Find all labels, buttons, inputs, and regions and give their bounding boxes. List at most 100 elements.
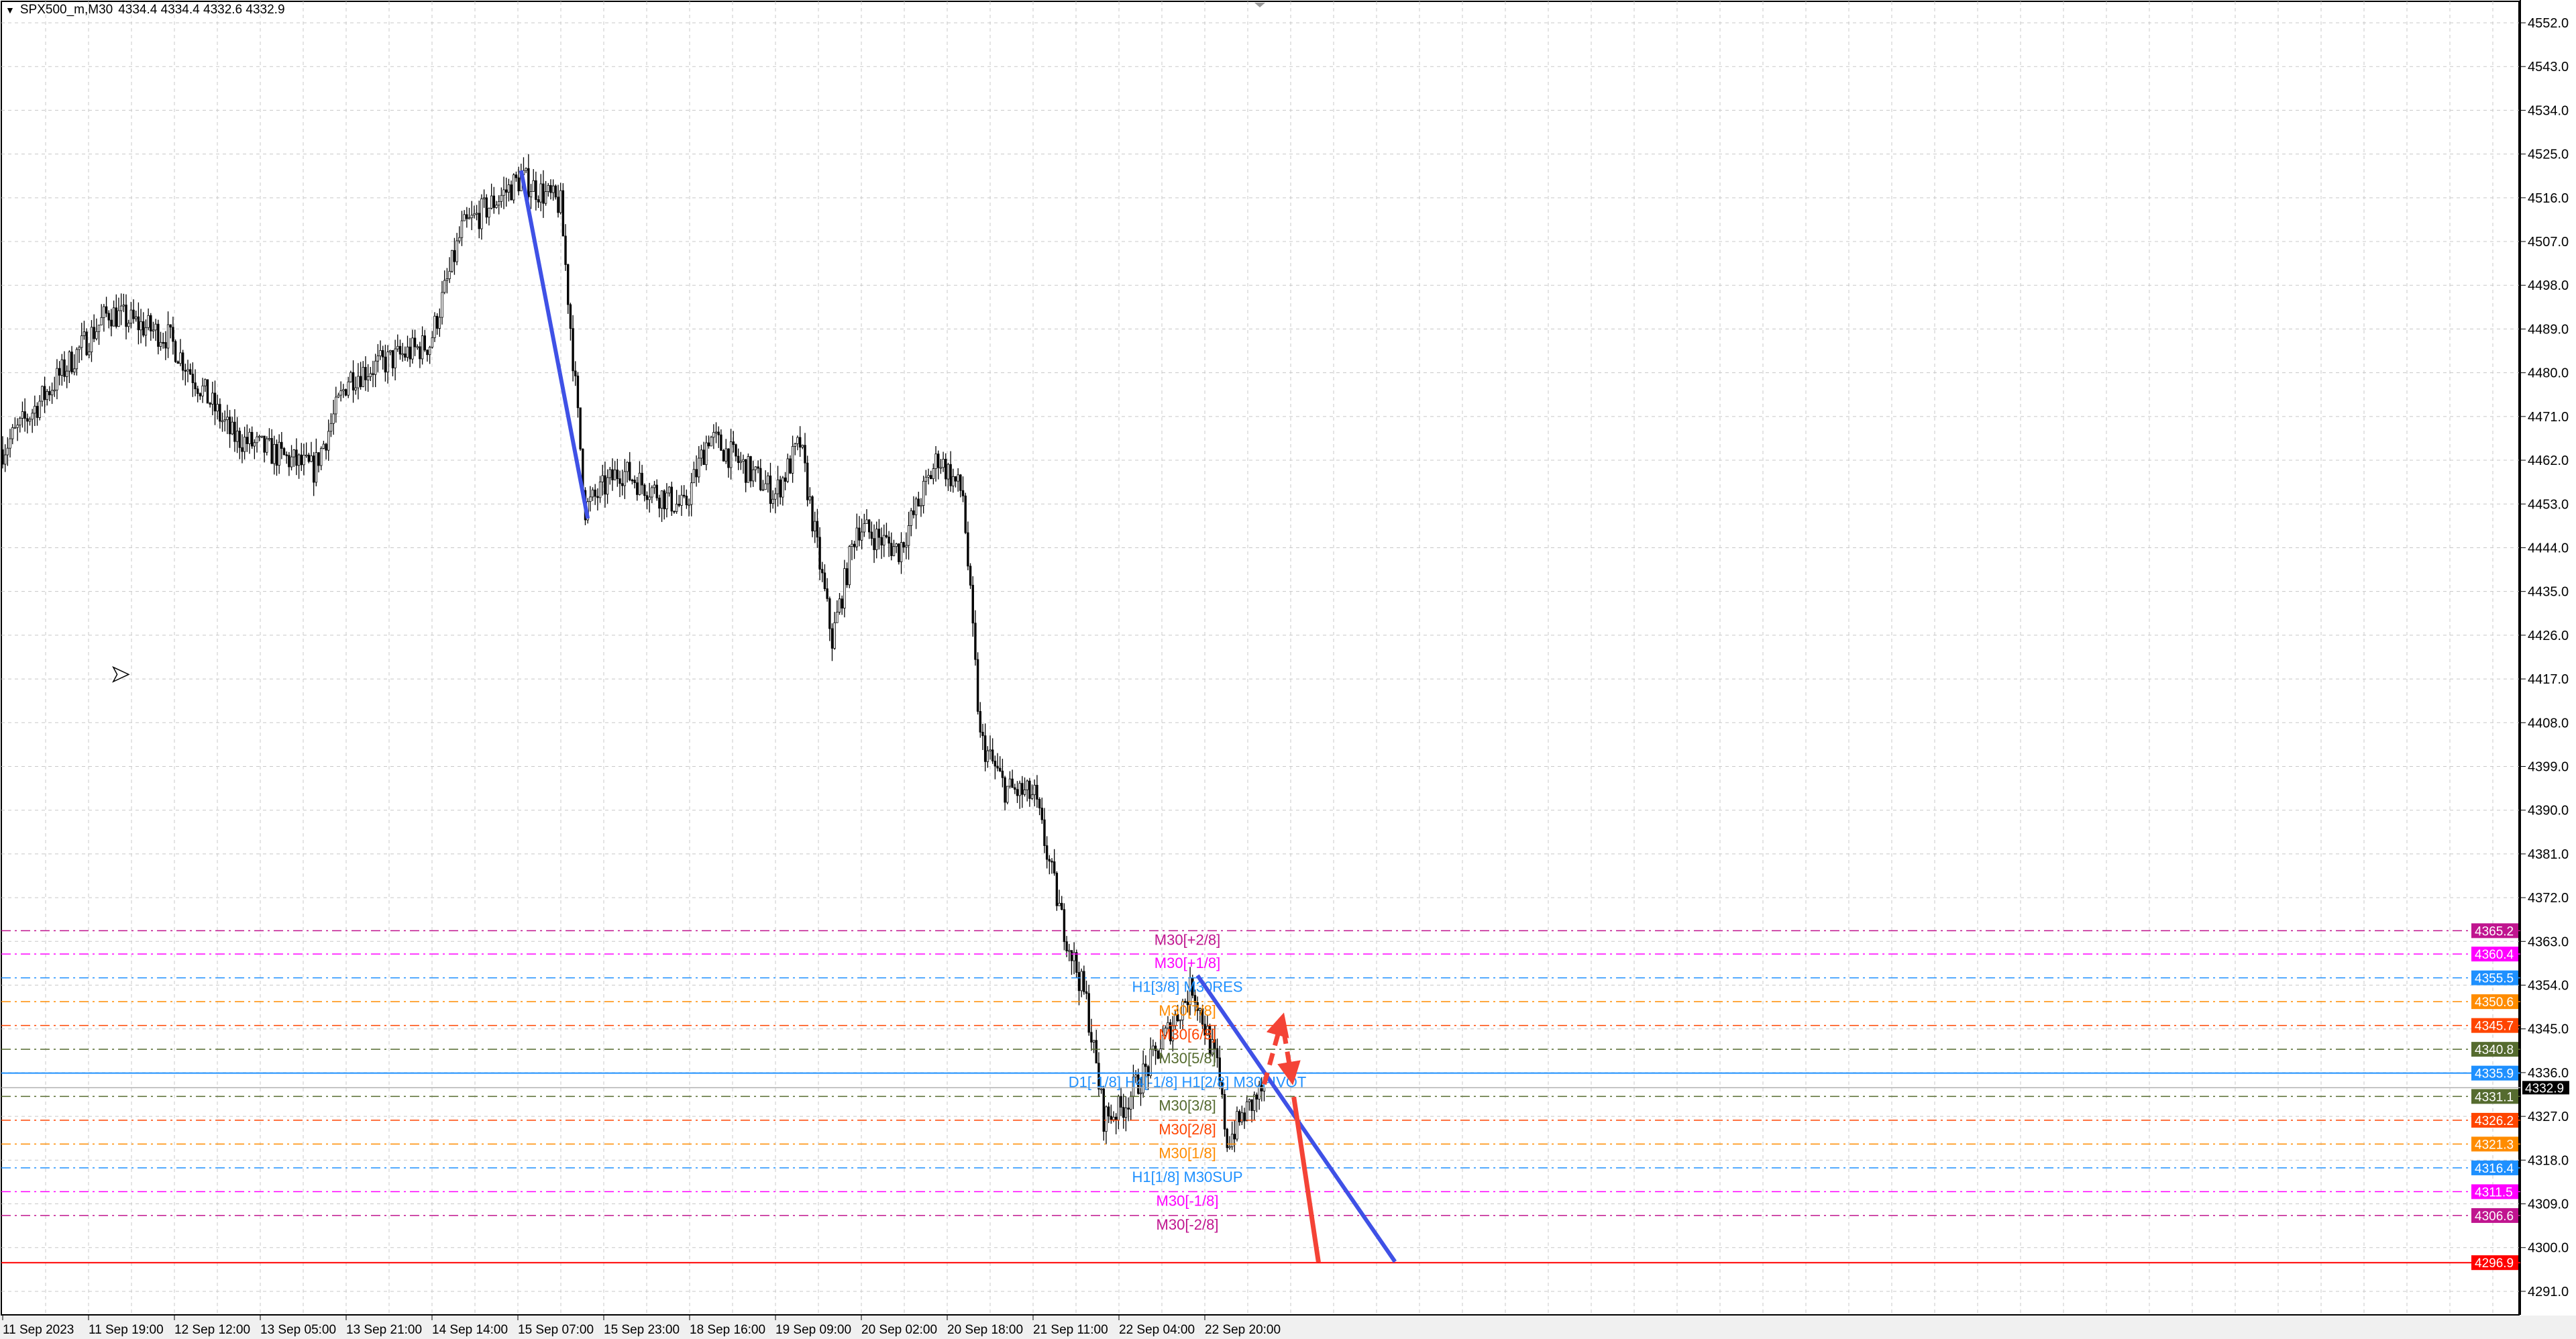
candle bbox=[211, 382, 214, 416]
candle bbox=[250, 426, 254, 449]
price-tag bbox=[2471, 1160, 2518, 1175]
candle bbox=[213, 380, 217, 425]
candle bbox=[905, 532, 908, 559]
candle bbox=[945, 453, 947, 486]
candle bbox=[1028, 778, 1031, 807]
candle-body bbox=[391, 350, 394, 368]
candle bbox=[256, 431, 258, 453]
candle-body bbox=[105, 306, 108, 314]
candle-body bbox=[574, 370, 577, 376]
candle bbox=[423, 329, 426, 352]
price-tag bbox=[2471, 970, 2518, 985]
candle bbox=[1107, 1102, 1110, 1124]
candle-body bbox=[11, 427, 14, 439]
candle bbox=[3, 444, 7, 472]
candle-body bbox=[616, 470, 619, 479]
candle bbox=[549, 179, 552, 200]
candle-body bbox=[877, 529, 881, 538]
candle bbox=[826, 578, 828, 602]
candle bbox=[295, 438, 298, 476]
candle bbox=[443, 270, 446, 294]
candle-body bbox=[1127, 1108, 1130, 1110]
candle-body bbox=[458, 237, 461, 242]
candle bbox=[463, 210, 466, 221]
candle-body bbox=[438, 317, 441, 329]
candle bbox=[1023, 777, 1026, 797]
candle-body bbox=[1001, 770, 1004, 778]
candle-body bbox=[710, 437, 712, 447]
candle-body bbox=[172, 327, 174, 342]
candle bbox=[1233, 1120, 1236, 1153]
candle-body bbox=[1122, 1107, 1125, 1118]
candle-body bbox=[19, 417, 21, 425]
candle-body bbox=[500, 195, 503, 202]
candle-body bbox=[714, 431, 718, 433]
candle-body bbox=[949, 464, 952, 486]
candle-body bbox=[1045, 845, 1049, 860]
candle-body bbox=[1021, 783, 1024, 795]
candle-body bbox=[1164, 1028, 1167, 1036]
candle bbox=[85, 328, 88, 356]
candle-body bbox=[372, 373, 374, 375]
candle-body bbox=[551, 185, 555, 193]
candle-body bbox=[502, 189, 505, 196]
candle bbox=[275, 439, 278, 476]
candle bbox=[1018, 780, 1021, 809]
candle-body bbox=[557, 197, 559, 213]
candle bbox=[223, 410, 226, 432]
candle bbox=[478, 201, 480, 239]
time-tick-label: 20 Sep 02:00 bbox=[861, 1323, 937, 1337]
candle bbox=[1216, 1038, 1219, 1068]
candle bbox=[398, 339, 402, 360]
candle-body bbox=[1246, 1101, 1248, 1122]
candle bbox=[270, 429, 273, 464]
candle bbox=[307, 452, 311, 464]
candle bbox=[895, 543, 898, 553]
candle bbox=[174, 339, 177, 363]
level-label: H1[3/8] M30RES bbox=[1132, 979, 1242, 996]
candle bbox=[322, 441, 325, 449]
candle bbox=[110, 309, 113, 337]
candle-body bbox=[1250, 1099, 1253, 1111]
candle bbox=[144, 319, 148, 347]
candle bbox=[135, 311, 138, 322]
candle bbox=[179, 339, 182, 366]
candle-body bbox=[344, 389, 347, 396]
candle bbox=[554, 184, 557, 200]
candle-body bbox=[747, 456, 750, 483]
price-tag-label: 4350.6 bbox=[2475, 996, 2514, 1010]
price-tick-label: 4381.0 bbox=[2528, 847, 2569, 862]
candle-body bbox=[6, 447, 9, 456]
candle-body bbox=[1196, 1002, 1199, 1011]
candle bbox=[1045, 836, 1049, 869]
candle-body bbox=[226, 417, 229, 420]
candle-body bbox=[1253, 1094, 1256, 1111]
candle-body bbox=[315, 452, 318, 483]
candle-body bbox=[490, 195, 493, 209]
candle-body bbox=[645, 495, 649, 500]
shift-marker-icon bbox=[1254, 3, 1265, 7]
candle bbox=[1211, 1028, 1214, 1057]
candle-body bbox=[201, 385, 204, 396]
candle bbox=[873, 524, 875, 564]
candle-body bbox=[1117, 1095, 1120, 1121]
candle-body bbox=[934, 453, 937, 470]
candle-body bbox=[732, 441, 735, 445]
candle-body bbox=[513, 174, 515, 201]
candle bbox=[300, 443, 303, 472]
candle bbox=[898, 543, 900, 565]
collapse-triangle-icon[interactable]: ▼ bbox=[5, 5, 15, 15]
candle bbox=[776, 466, 780, 507]
candle bbox=[386, 345, 389, 384]
candle-body bbox=[1142, 1063, 1144, 1093]
candle bbox=[774, 487, 777, 514]
candle-body bbox=[1004, 777, 1006, 803]
candle bbox=[922, 476, 925, 514]
candle-body bbox=[216, 404, 219, 412]
candle-body bbox=[1102, 1088, 1105, 1132]
candle bbox=[561, 183, 565, 237]
candle bbox=[579, 407, 582, 451]
candle bbox=[638, 461, 641, 496]
candle bbox=[332, 399, 335, 435]
